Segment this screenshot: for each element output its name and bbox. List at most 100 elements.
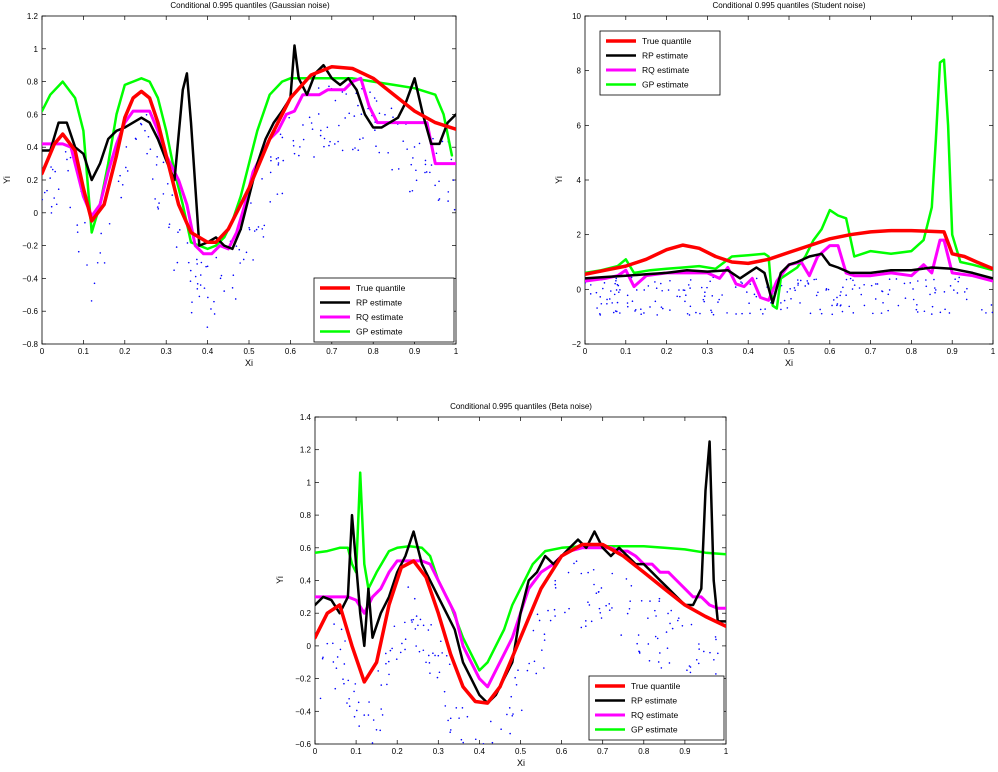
observation-point <box>177 231 179 233</box>
observation-point <box>595 291 598 294</box>
x-tick-label: 0.6 <box>824 347 836 356</box>
observation-point <box>248 228 251 231</box>
observation-point <box>146 152 148 155</box>
observation-point <box>573 562 575 565</box>
observation-point <box>253 230 256 232</box>
x-tick-label: 0.8 <box>368 347 380 356</box>
observation-point <box>219 277 222 280</box>
observation-point <box>916 303 918 306</box>
observation-point <box>413 597 416 600</box>
observation-point <box>689 671 692 674</box>
observation-point <box>660 306 663 308</box>
observation-point <box>334 143 336 145</box>
observation-point <box>64 151 67 153</box>
observation-point <box>755 277 758 280</box>
observation-point <box>615 277 618 280</box>
observation-point <box>536 613 539 616</box>
observation-point <box>203 287 206 289</box>
legend-label: GP estimate <box>356 327 403 337</box>
observation-point <box>43 191 46 194</box>
observation-point <box>434 654 436 657</box>
observation-point <box>413 146 416 148</box>
observation-point <box>395 658 398 660</box>
observation-point <box>66 158 68 161</box>
observation-point <box>443 690 446 693</box>
observation-point <box>870 284 873 287</box>
observation-point <box>509 732 511 735</box>
observation-point <box>749 312 751 315</box>
observation-point <box>277 162 280 164</box>
observation-point <box>677 619 679 622</box>
observation-point <box>424 163 427 166</box>
x-tick-label: 1 <box>991 347 996 356</box>
observation-point <box>686 312 689 315</box>
observation-point <box>276 193 279 195</box>
student-noise-chart: Conditional 0.995 quantiles (Student noi… <box>554 1 996 368</box>
observation-point <box>580 626 583 629</box>
observation-point <box>669 622 671 625</box>
observation-point <box>677 617 680 619</box>
observation-point <box>596 307 598 309</box>
observation-point <box>406 148 408 150</box>
observation-point <box>384 652 387 655</box>
observation-point <box>334 99 337 102</box>
observation-points <box>42 80 456 328</box>
observation-point <box>367 714 370 716</box>
observation-point <box>643 312 645 314</box>
legend-label: RQ estimate <box>356 312 404 322</box>
observation-point <box>515 683 518 686</box>
y-tick-label: 1 <box>34 45 39 54</box>
observation-point <box>419 618 422 621</box>
observation-point <box>965 298 968 301</box>
observation-point <box>535 672 538 675</box>
observation-point <box>235 245 238 247</box>
observation-point <box>293 152 296 155</box>
x-tick-label: 0.4 <box>474 747 486 756</box>
observation-point <box>200 261 203 264</box>
observation-point <box>447 200 449 202</box>
observation-point <box>797 284 799 286</box>
observation-point <box>660 282 662 285</box>
observation-point <box>162 161 165 164</box>
observation-point <box>849 277 852 280</box>
observation-point <box>135 138 137 141</box>
x-tick-label: 0 <box>583 347 588 356</box>
observation-point <box>839 294 841 297</box>
observation-point <box>414 628 417 630</box>
observation-point <box>657 661 660 663</box>
observation-point <box>786 307 789 309</box>
observation-point <box>427 654 430 657</box>
observation-point <box>500 728 502 731</box>
y-tick-label: 0.2 <box>27 176 39 185</box>
observation-point <box>656 314 659 316</box>
observation-point <box>338 124 340 127</box>
observation-point <box>799 279 802 282</box>
y-tick-label: −0.4 <box>295 707 311 716</box>
x-tick-label: 0.3 <box>433 747 445 756</box>
observation-point <box>491 767 493 769</box>
observation-point <box>151 178 154 180</box>
observation-point <box>852 312 855 314</box>
observation-point <box>196 282 199 285</box>
observation-point <box>611 572 614 575</box>
observation-point <box>608 603 611 605</box>
observation-point <box>156 155 158 158</box>
observation-point <box>909 282 912 284</box>
observation-point <box>695 659 698 661</box>
observation-point <box>634 310 636 312</box>
series-layer <box>315 440 726 769</box>
observation-point <box>77 250 80 253</box>
observation-point <box>636 642 638 645</box>
observation-point <box>357 701 360 704</box>
observation-point <box>815 278 817 281</box>
observation-point <box>858 287 861 289</box>
observation-point <box>234 298 237 300</box>
y-tick-label: −0.6 <box>22 307 38 316</box>
observation-point <box>840 291 842 293</box>
observation-point <box>820 312 823 315</box>
observation-point <box>703 650 705 653</box>
observation-point <box>714 636 717 638</box>
observation-point <box>915 308 918 311</box>
observation-point <box>613 293 616 296</box>
observation-point <box>567 571 570 574</box>
